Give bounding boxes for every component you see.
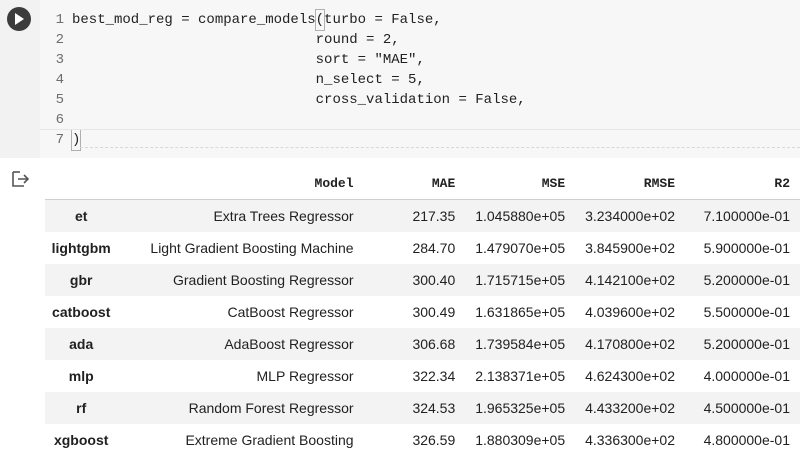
cell-mae: 324.53 [363,392,466,424]
output-icon[interactable] [11,170,31,188]
cell-model: Random Forest Regressor [121,392,364,424]
header-mse: MSE [465,167,576,200]
cell-mae: 306.68 [363,328,466,360]
cell-index: ada [45,328,122,360]
table-row: ada AdaBoost Regressor 306.68 1.739584e+05 4… [45,328,800,360]
cell-r2: 5.900000e-01 [703,240,790,256]
cell-mse: 1.631865e+05 [475,304,566,320]
header-model: Model [121,167,364,200]
code-editor[interactable]: 1 best_mod_reg = compare_models(turbo = F… [40,0,800,158]
code-line[interactable]: 1 best_mod_reg = compare_models(turbo = F… [40,9,800,31]
cell-mae: 300.40 [363,264,466,296]
cell-model: Extreme Gradient Boosting [185,432,354,448]
table-row: et Extra Trees Regressor 217.35 1.045880e+0… [45,199,800,232]
cell-model: CatBoost Regressor [227,304,354,320]
play-icon [15,13,24,25]
cell-mse: 1.880309e+05 [475,432,566,448]
cell-index: mlp [68,368,94,384]
current-line-highlight [40,129,800,149]
table-row: xgboost Extreme Gradient Boosting 326.59 1.… [45,424,800,456]
code-line[interactable]: 5 cross_validation = False, [40,90,800,110]
cell-mae: 217.35 [363,199,466,232]
cell-index: gbr [45,264,122,296]
cell-rmse: 4.142100e+02 [575,264,686,296]
table-row: gbr Gradient Boosting Regressor 300.40 1.71… [45,264,800,296]
run-cell-button[interactable] [7,7,31,31]
cell-index: rf [45,392,122,424]
cell-mse: 1.715715e+05 [465,264,576,296]
line-number: 6 [55,112,64,128]
results-table: Model MAE MSE RMSE R2 et Extra Trees Regr… [45,167,800,456]
cell-r2: 7.100000e-01 [685,199,800,232]
cell-index: catboost [52,304,111,320]
line-number: 1 [55,12,64,28]
header-r2: R2 [685,167,800,200]
cell-model: Light Gradient Boosting Machine [150,240,354,256]
cell-r2: 4.500000e-01 [685,392,800,424]
code-text: n_select = 5, [72,72,425,88]
code-line[interactable]: 2 round = 2, [40,30,800,50]
code-line[interactable]: 4 n_select = 5, [40,70,800,90]
cell-r2: 4.800000e-01 [703,432,790,448]
code-text: cross_validation = False, [72,92,526,108]
cell-index: et [45,199,122,232]
table-row: rf Random Forest Regressor 324.53 1.965325e… [45,392,800,424]
line-number: 4 [55,72,64,88]
cell-r2: 5.200000e-01 [685,264,800,296]
cell-r2: 4.000000e-01 [703,368,790,384]
header-rmse: RMSE [575,167,686,200]
code-text: round = 2, [72,32,400,48]
table-row: mlp MLP Regressor 322.34 2.138371e+05 4.6243… [45,360,800,392]
line-number: 5 [55,92,64,108]
cell-model: Gradient Boosting Regressor [121,264,364,296]
cell-mse: 1.479070e+05 [475,240,566,256]
code-line[interactable]: 6 [40,110,800,130]
code-text: best_mod_reg = compare_models(turbo = Fa… [72,9,442,31]
code-line[interactable]: 3 sort = "MAE", [40,50,800,70]
line-number: 2 [55,32,64,48]
cell-rmse: 3.845900e+02 [585,240,676,256]
cell-mse: 1.965325e+05 [465,392,576,424]
cell-mae: 300.49 [412,304,456,320]
cell-mae: 322.34 [412,368,456,384]
header-mae: MAE [363,167,466,200]
cell-rmse: 4.624300e+02 [585,368,676,384]
table-row: lightgbm Light Gradient Boosting Machine 2… [45,232,800,264]
code-cell[interactable]: 1 best_mod_reg = compare_models(turbo = F… [0,0,800,158]
cell-mse: 2.138371e+05 [475,368,566,384]
cell-model: Extra Trees Regressor [121,199,364,232]
cell-mae: 284.70 [412,240,456,256]
cell-rmse: 3.234000e+02 [575,199,686,232]
cell-r2: 5.500000e-01 [703,304,790,320]
line-number: 7 [55,132,64,148]
cell-mse: 1.739584e+05 [465,328,576,360]
cell-mae: 326.59 [412,432,456,448]
cell-gutter [0,0,40,158]
cell-mse: 1.045880e+05 [465,199,576,232]
cell-model: MLP Regressor [256,368,354,384]
cell-rmse: 4.336300e+02 [585,432,676,448]
cell-model: AdaBoost Regressor [121,328,364,360]
matched-bracket: ( [314,9,326,31]
cell-index: lightgbm [51,240,111,256]
cell-rmse: 4.433200e+02 [575,392,686,424]
cell-index: xgboost [53,432,109,448]
cell-r2: 5.200000e-01 [685,328,800,360]
cell-rmse: 4.039600e+02 [585,304,676,320]
line-number: 3 [55,52,64,68]
cell-rmse: 4.170800e+02 [575,328,686,360]
header-index [45,167,122,200]
cell-separator [80,147,800,148]
table-header-row: Model MAE MSE RMSE R2 [45,167,800,200]
table-row: catboost CatBoost Regressor 300.49 1.631865… [45,296,800,328]
code-text: sort = "MAE", [72,52,425,68]
